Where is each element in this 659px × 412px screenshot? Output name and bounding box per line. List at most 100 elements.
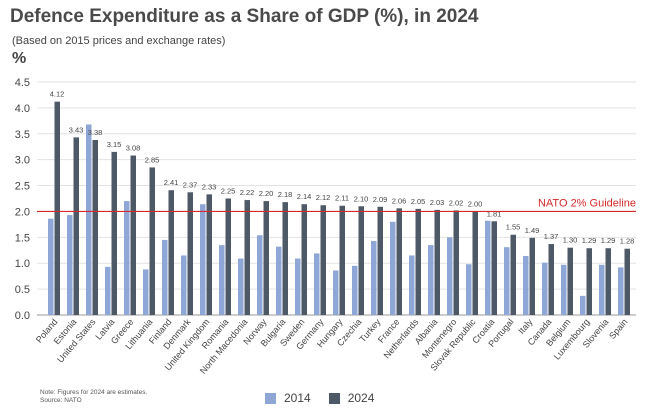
y-tick-label: 3.0 — [15, 155, 30, 167]
bar-2024 — [548, 244, 554, 315]
bar-2014 — [257, 235, 263, 315]
y-tick-label: 3.5 — [15, 129, 30, 141]
bar-2014 — [371, 240, 377, 315]
data-label: 2.12 — [316, 193, 331, 202]
data-label: 1.55 — [506, 223, 521, 232]
bar-2024 — [168, 190, 174, 315]
bar-2024 — [282, 202, 288, 315]
bar-2024 — [586, 248, 592, 315]
bar-2014 — [219, 245, 225, 315]
data-label: 2.11 — [335, 194, 349, 203]
bar-2014 — [447, 237, 453, 315]
bar-2014 — [200, 204, 206, 315]
bar-2014 — [276, 246, 282, 315]
bar-2024 — [567, 247, 573, 315]
bar-2024 — [73, 137, 79, 315]
bar-2024 — [244, 200, 250, 315]
bar-2024 — [358, 206, 364, 315]
y-axis-label: % — [12, 50, 27, 67]
bar-2014 — [466, 264, 472, 315]
bar-2024 — [149, 167, 155, 315]
legend-item-2024: 2024 — [328, 391, 374, 405]
data-label: 2.09 — [373, 195, 388, 204]
y-tick-label: 1.5 — [15, 232, 30, 244]
data-label: 2.00 — [468, 199, 483, 208]
bar-2014 — [143, 269, 149, 315]
bar-2014 — [48, 218, 54, 315]
bar-2024 — [510, 234, 516, 315]
bar-2024 — [206, 194, 212, 315]
data-label: 3.15 — [107, 140, 122, 149]
bar-2014 — [314, 253, 320, 315]
bar-2024 — [130, 155, 136, 315]
data-label: 3.08 — [126, 144, 141, 153]
data-label: 2.05 — [411, 197, 426, 206]
bar-2024 — [491, 221, 497, 315]
reference-line-label: NATO 2% Guideline — [538, 197, 636, 209]
bar-2024 — [225, 198, 231, 315]
bar-2024 — [92, 139, 98, 315]
data-label: 1.49 — [525, 226, 540, 235]
data-label: 2.20 — [259, 189, 274, 198]
data-label: 1.30 — [563, 236, 578, 245]
y-tick-label: 2.0 — [15, 206, 30, 218]
legend: 2014 2024 — [265, 391, 374, 405]
bar-2014 — [86, 124, 92, 315]
bar-2024 — [624, 248, 630, 315]
chart-title: Defence Expenditure as a Share of GDP (%… — [10, 6, 479, 27]
data-label: 1.81 — [487, 209, 502, 218]
bar-2024 — [605, 248, 611, 315]
bar-2014 — [618, 267, 624, 315]
y-tick-label: 2.5 — [15, 181, 30, 193]
bar-2014 — [162, 239, 168, 315]
bar-2024 — [187, 192, 193, 315]
bar-2014 — [504, 247, 510, 315]
bar-2024 — [54, 101, 60, 315]
data-label: 2.22 — [240, 188, 255, 197]
bar-2014 — [599, 264, 605, 315]
bar-2024 — [301, 204, 307, 315]
bar-2024 — [263, 201, 269, 315]
data-label: 1.37 — [544, 232, 559, 241]
bar-2014 — [352, 265, 358, 315]
bar-2024 — [396, 208, 402, 315]
note-text: Note: Figures for 2024 are estimates. — [40, 389, 148, 396]
bar-2024 — [377, 206, 383, 315]
chart-note: Note: Figures for 2024 are estimates. So… — [40, 389, 147, 405]
data-label: 2.06 — [392, 196, 407, 205]
bar-2024 — [434, 209, 440, 315]
bar-2024 — [415, 208, 421, 315]
bar-2014 — [333, 270, 339, 315]
bar-2014 — [523, 255, 529, 315]
bar-2014 — [124, 201, 130, 315]
bar-2024 — [320, 205, 326, 315]
legend-swatch-2024 — [328, 392, 340, 404]
bar-2014 — [409, 255, 415, 315]
data-label: 2.33 — [202, 182, 217, 191]
bar-2014 — [580, 295, 586, 315]
data-label: 1.28 — [620, 237, 635, 246]
data-label: 2.10 — [354, 194, 369, 203]
data-label: 2.25 — [221, 187, 236, 196]
bar-2024 — [453, 210, 459, 315]
bar-2024 — [339, 205, 345, 315]
bar-2014 — [295, 258, 301, 315]
data-label: 2.41 — [164, 178, 179, 187]
data-label: 1.29 — [582, 236, 597, 245]
bar-2014 — [67, 215, 73, 315]
data-label: 1.29 — [601, 236, 616, 245]
y-tick-label: 4.5 — [15, 77, 30, 89]
source-text: Source: NATO — [40, 397, 82, 404]
y-tick-label: 1.0 — [15, 258, 30, 270]
data-label: 2.18 — [278, 190, 293, 199]
bar-2024 — [472, 211, 478, 315]
legend-swatch-2014 — [265, 392, 276, 404]
bar-2014 — [238, 258, 244, 315]
bar-2014 — [181, 255, 187, 315]
chart-subtitle: (Based on 2015 prices and exchange rates… — [12, 35, 226, 47]
data-label: 2.03 — [430, 198, 445, 207]
legend-item-2014: 2014 — [265, 391, 311, 405]
y-tick-label: 4.0 — [15, 103, 30, 115]
y-tick-label: 0.0 — [15, 310, 30, 322]
